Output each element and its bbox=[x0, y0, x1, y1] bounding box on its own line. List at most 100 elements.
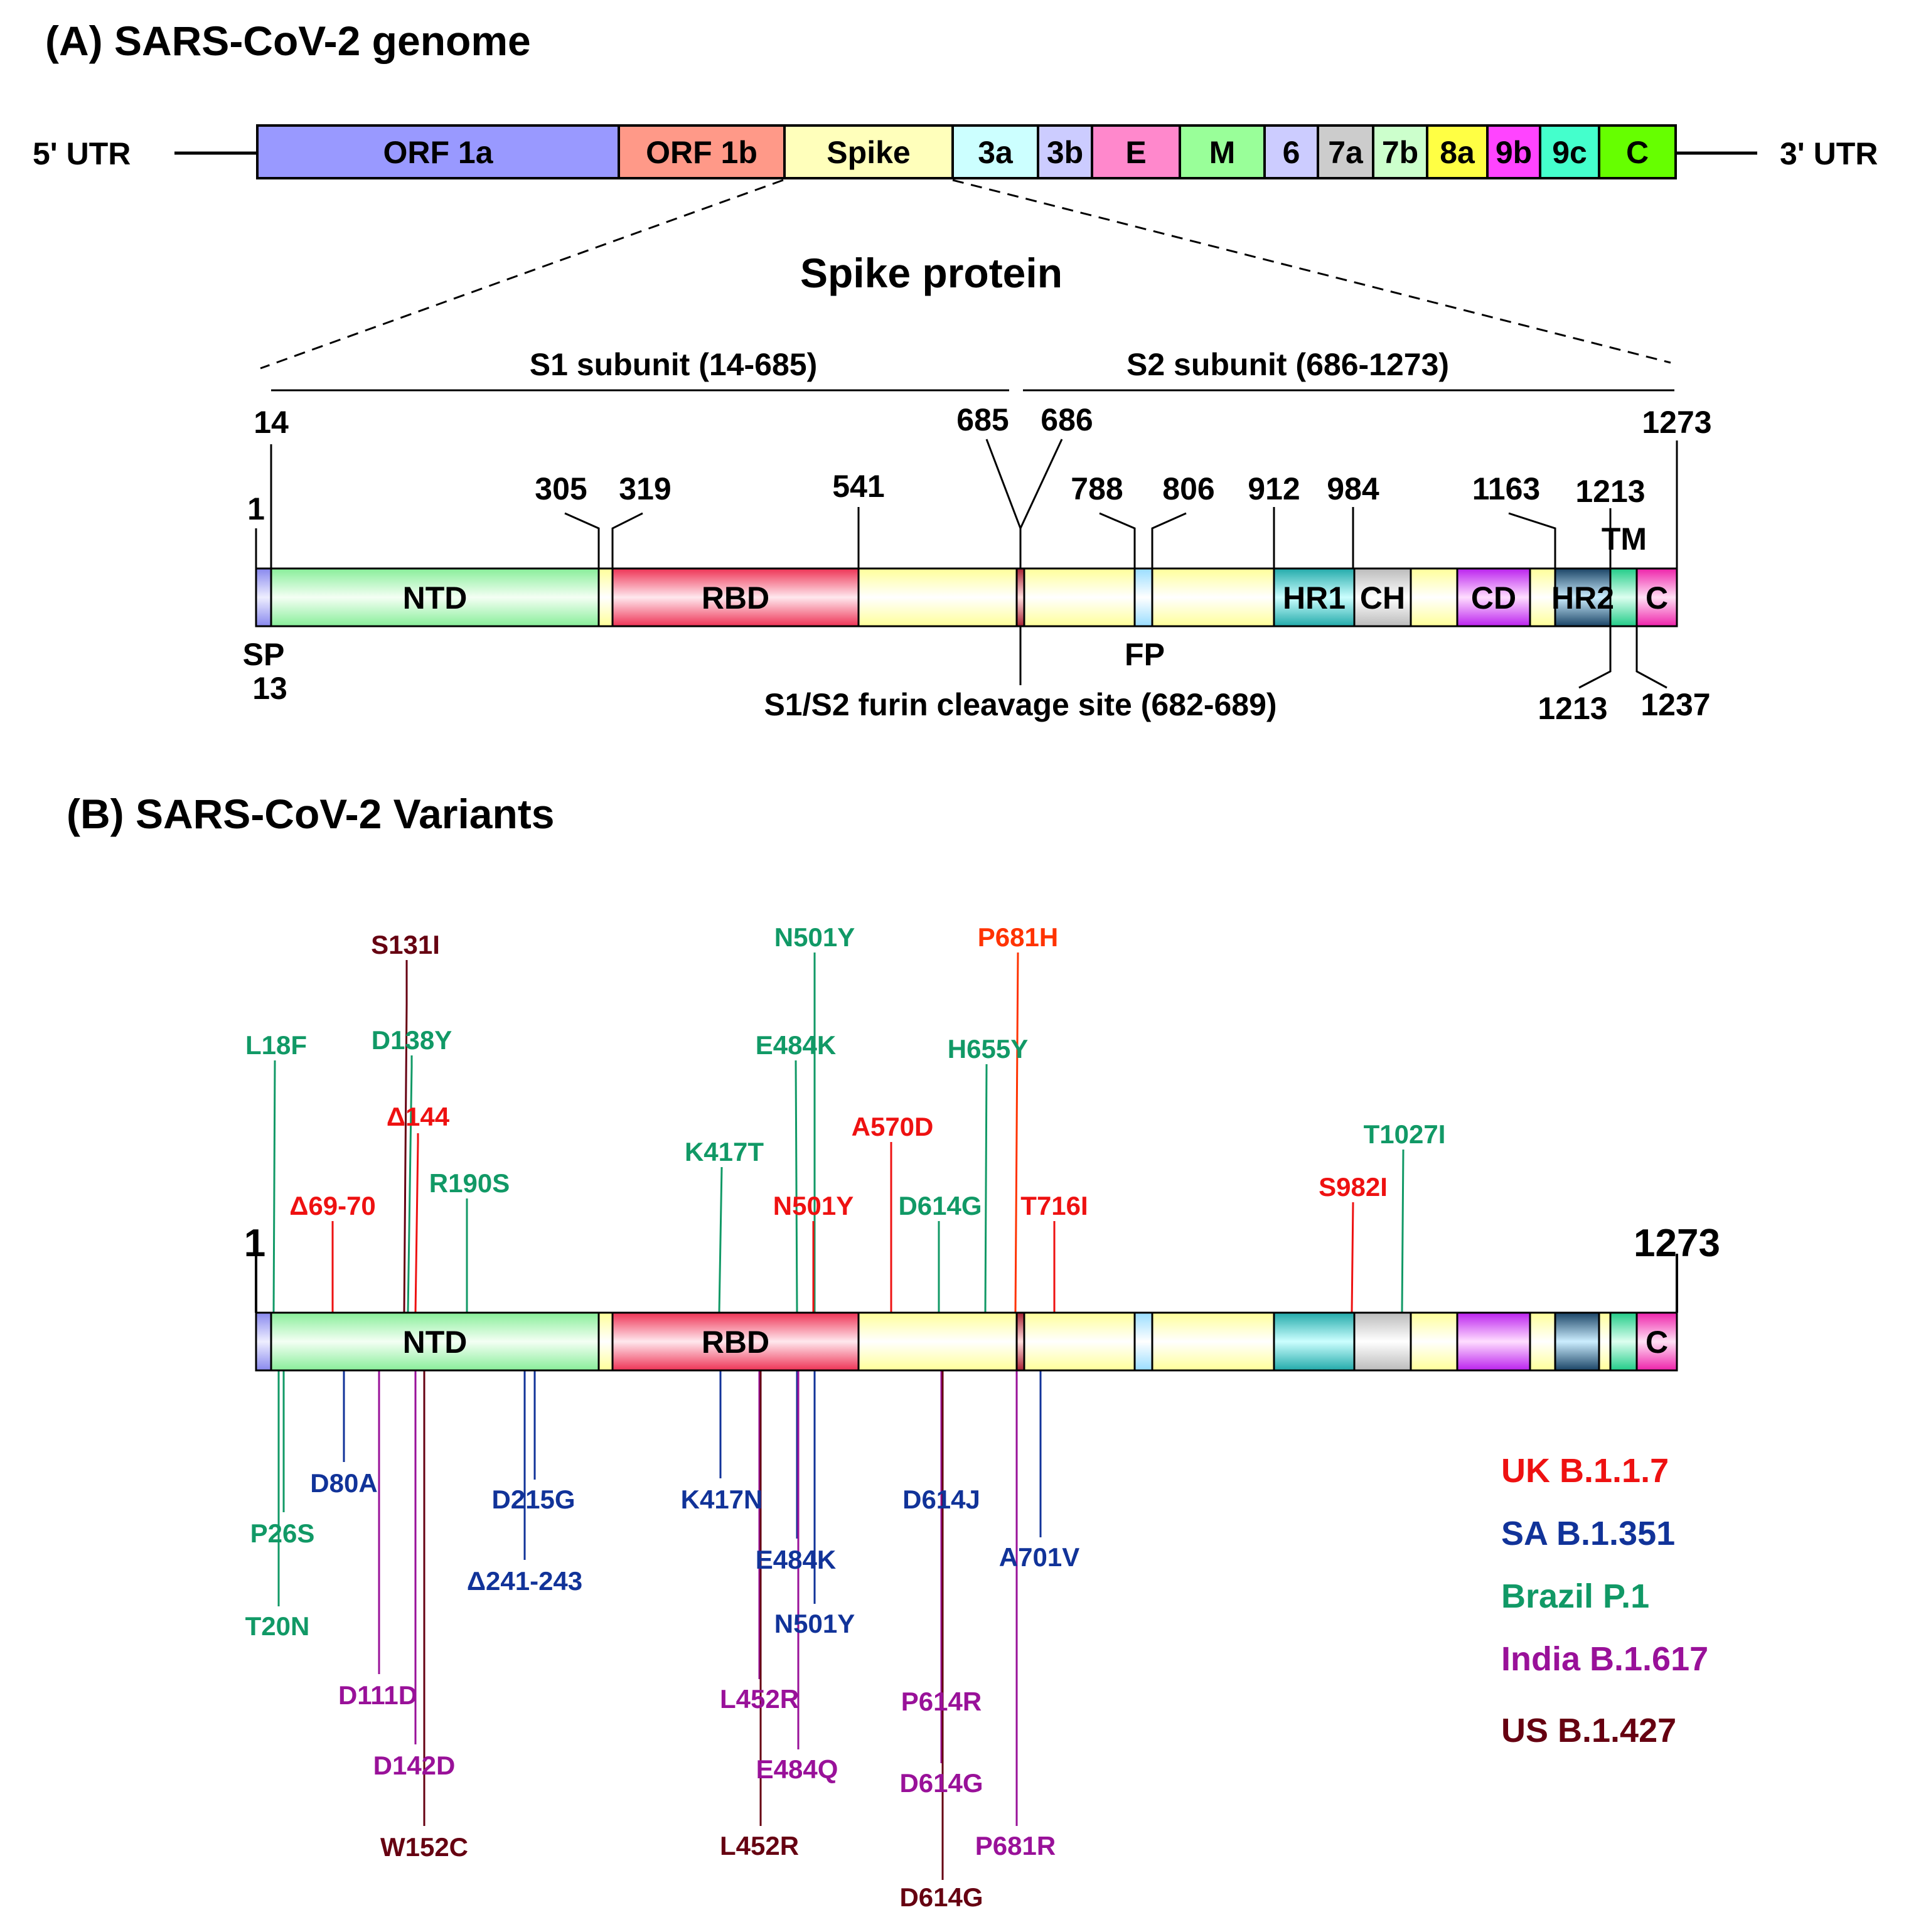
pos-912: 912 bbox=[1248, 471, 1300, 506]
mutation-line-l18f-brazil bbox=[272, 1060, 276, 1313]
mutation-line-d138y-brazil bbox=[407, 1055, 413, 1313]
legend-india: India B.1.617 bbox=[1501, 1640, 1708, 1678]
genome-segment-3a bbox=[951, 124, 1039, 179]
spike-domain-bar bbox=[255, 567, 1678, 627]
mutation-label-d614g-brazil: D614G bbox=[898, 1191, 982, 1220]
genome-segment-label-7b: 7b bbox=[1382, 135, 1418, 170]
genome-segment-label-e: E bbox=[1125, 135, 1146, 170]
legend: UK B.1.1.7 SA B.1.351 Brazil P.1 India B.1.… bbox=[1501, 1452, 1708, 1749]
genome-segment-label-spike: Spike bbox=[827, 135, 910, 170]
mutation-label-d138y-brazil: D138Y bbox=[372, 1025, 452, 1055]
mutation-label-s131i-us: S131I bbox=[371, 930, 440, 959]
mutation-label-l452r-us: L452R bbox=[720, 1831, 799, 1860]
mutation-label-d614j-sa: D614J bbox=[902, 1485, 980, 1514]
mutation-label-t716i-uk: T716I bbox=[1020, 1191, 1088, 1220]
pos-305: 305 bbox=[535, 471, 587, 506]
pos-788: 788 bbox=[1071, 471, 1123, 506]
mutation-labels: S131I L18F D138Y Δ144 R190S Δ69-70 K417T N501Y E… bbox=[245, 922, 1446, 1912]
zoom-line-left bbox=[260, 179, 784, 370]
mutation-line-k417t-brazil bbox=[718, 1166, 723, 1313]
domain-hr2: HR2 bbox=[1551, 580, 1614, 616]
leader-lines-bottom bbox=[1019, 626, 1667, 689]
mutation-label-s982i-uk: S982I bbox=[1319, 1172, 1388, 1202]
variant-spike-bar bbox=[255, 1311, 1678, 1372]
mutation-label-t1027i-brazil: T1027I bbox=[1364, 1119, 1446, 1149]
leader-lines-top bbox=[255, 439, 1678, 568]
genome-segment-label-9c: 9c bbox=[1552, 135, 1587, 170]
genome-segment-e bbox=[1091, 124, 1181, 179]
mutation-label-d111d-india: D111D bbox=[338, 1680, 417, 1710]
genome-segment-label-orf-1a: ORF 1a bbox=[383, 135, 493, 170]
mutation-label-p681r-india: P681R bbox=[975, 1831, 1056, 1860]
legend-brazil: Brazil P.1 bbox=[1501, 1577, 1649, 1615]
genome-segment-6 bbox=[1263, 124, 1319, 179]
domain-ntd: NTD bbox=[403, 580, 468, 616]
genome-segment-label-9b: 9b bbox=[1496, 135, 1532, 170]
genome-segment-label-3b: 3b bbox=[1047, 135, 1083, 170]
utr3-label: 3' UTR bbox=[1780, 136, 1878, 171]
start-label: 1 bbox=[244, 1222, 265, 1265]
pos-1237: 1237 bbox=[1640, 687, 1710, 722]
mutation-label-d142d-india: D142D bbox=[373, 1751, 456, 1780]
mutation-label-e484k-brazil: E484K bbox=[756, 1030, 836, 1060]
mutation-label-d614g-india: D614G bbox=[899, 1768, 983, 1798]
genome-segment-label-7a: 7a bbox=[1328, 135, 1364, 170]
pos-1213-top: 1213 bbox=[1575, 474, 1645, 509]
panel-b-title: (B) SARS-CoV-2 Variants bbox=[67, 791, 555, 837]
pos-806: 806 bbox=[1162, 471, 1214, 506]
s2-label: S2 subunit (686-1273) bbox=[1127, 347, 1449, 382]
domain-hr1: HR1 bbox=[1283, 580, 1346, 616]
genome-segment-9b bbox=[1486, 124, 1541, 179]
mutation-label-69-70-uk: Δ69-70 bbox=[289, 1191, 376, 1220]
genome-segment-label-8a: 8a bbox=[1440, 135, 1475, 170]
mutation-label-w152c-us: W152C bbox=[380, 1832, 468, 1862]
domain-c: C bbox=[1646, 580, 1668, 616]
genome-segment-label-3a: 3a bbox=[978, 135, 1014, 170]
sp-end: 13 bbox=[252, 671, 287, 706]
variant-domain-ntd: NTD bbox=[403, 1325, 468, 1360]
pos-1213-bottom: 1213 bbox=[1538, 691, 1607, 726]
genome-segment-label-c: C bbox=[1626, 135, 1649, 170]
mutation-label-144-uk: Δ144 bbox=[387, 1102, 450, 1131]
genome-segment-7b bbox=[1372, 124, 1428, 179]
variant-domain-c: C bbox=[1646, 1325, 1668, 1360]
pos-1: 1 bbox=[247, 491, 265, 526]
mutation-label-p614r-india: P614R bbox=[901, 1687, 982, 1716]
domain-rbd: RBD bbox=[702, 580, 769, 616]
tm-label: TM bbox=[1602, 521, 1647, 557]
genome-segment-7a bbox=[1317, 124, 1374, 179]
genome-bar: ORF 1a ORF 1b Spike 3a 3b E M 6 7a 7b 8a 9b 9c C bbox=[256, 124, 1677, 179]
legend-us: US B.1.427 bbox=[1501, 1712, 1676, 1749]
mutation-label-t20n-brazil: T20N bbox=[245, 1611, 310, 1641]
pos-984: 984 bbox=[1327, 471, 1379, 506]
mutation-label-h655y-brazil: H655Y bbox=[948, 1034, 1028, 1064]
mutation-label-n501y-brazil: N501Y bbox=[774, 922, 855, 952]
mutation-label-241-243-sa: Δ241-243 bbox=[467, 1566, 582, 1596]
mutation-label-n501y-uk: N501Y bbox=[773, 1191, 854, 1220]
mutation-label-k417t-brazil: K417T bbox=[685, 1137, 764, 1166]
mutation-label-n501y-sa: N501Y bbox=[774, 1609, 855, 1638]
s1-label: S1 subunit (14-685) bbox=[530, 347, 817, 382]
mutation-label-d215g-sa: D215G bbox=[491, 1485, 575, 1514]
mutation-label-r190s-brazil: R190S bbox=[429, 1168, 510, 1198]
legend-sa: SA B.1.351 bbox=[1501, 1515, 1675, 1552]
spike-title: Spike protein bbox=[800, 250, 1062, 296]
mutation-label-p681h-orange: P681H bbox=[978, 922, 1058, 952]
genome-segment-8a bbox=[1426, 124, 1489, 179]
panel-a-title: (A) SARS-CoV-2 genome bbox=[45, 18, 531, 64]
pos-686: 686 bbox=[1041, 402, 1093, 437]
mutation-label-l452r-india: L452R bbox=[720, 1684, 799, 1714]
mutation-label-d80a-sa: D80A bbox=[310, 1468, 377, 1498]
mutation-label-e484k-sa: E484K bbox=[756, 1545, 836, 1574]
genome-segment-label-orf-1b: ORF 1b bbox=[646, 135, 757, 170]
genome-segment-m bbox=[1179, 124, 1266, 179]
pos-541: 541 bbox=[832, 469, 884, 504]
mutation-line-s131i-us bbox=[403, 960, 408, 1313]
genome-segment-spike bbox=[783, 124, 954, 179]
furin-label: S1/S2 furin cleavage site (682-689) bbox=[764, 687, 1276, 722]
pos-1163: 1163 bbox=[1472, 471, 1540, 506]
utr5-label: 5' UTR bbox=[33, 136, 131, 171]
sp-label: SP bbox=[243, 637, 285, 672]
mutation-label-d614g-us: D614G bbox=[899, 1882, 983, 1912]
